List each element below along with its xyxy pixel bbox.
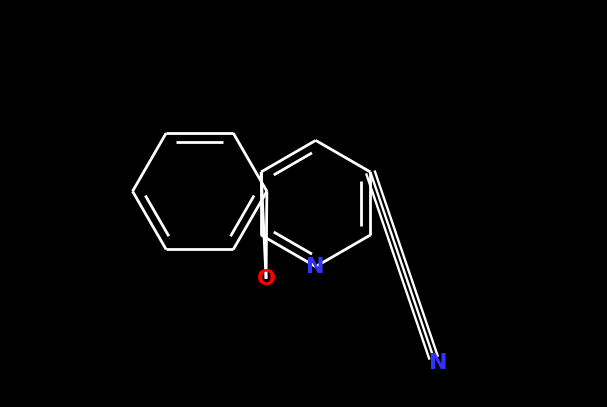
Text: N: N: [429, 353, 447, 373]
Text: N: N: [307, 256, 325, 277]
Text: O: O: [257, 269, 276, 289]
